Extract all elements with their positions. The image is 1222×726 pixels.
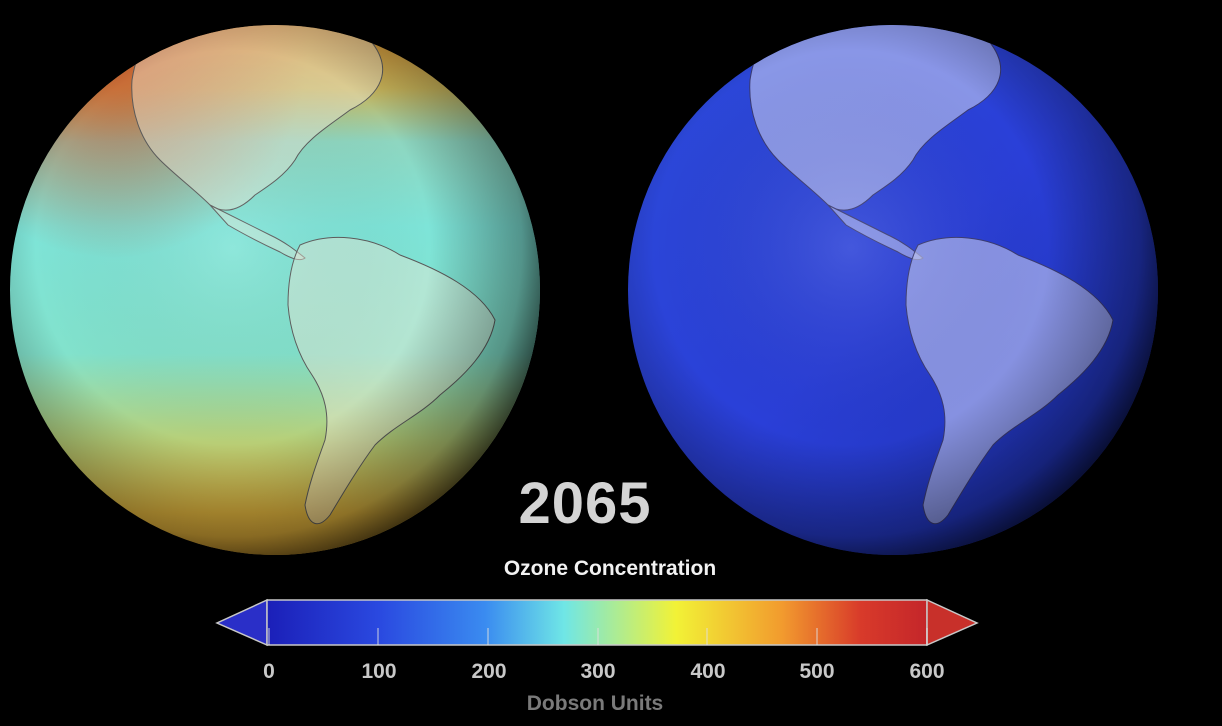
left-globe: [10, 25, 540, 555]
colorbar-gradient: [266, 599, 928, 646]
colorbar-min-arrow: [215, 598, 268, 647]
tick-label-0: 0: [263, 660, 275, 683]
tick-label-100: 100: [361, 660, 397, 683]
tick-label-500: 500: [799, 660, 835, 683]
tick-label-400: 400: [690, 660, 726, 683]
year-label: 2065: [518, 471, 652, 536]
tick-label-200: 200: [471, 660, 507, 683]
colorbar-units: Dobson Units: [526, 692, 664, 715]
colorbar-ticks: [268, 628, 928, 645]
tick-label-300: 300: [580, 660, 616, 683]
colorbar: [215, 598, 979, 647]
colorbar-max-arrow: [926, 598, 979, 647]
tick-label-600: 600: [909, 660, 945, 683]
colorbar-title: Ozone Concentration: [503, 557, 717, 580]
right-globe: [628, 25, 1158, 555]
